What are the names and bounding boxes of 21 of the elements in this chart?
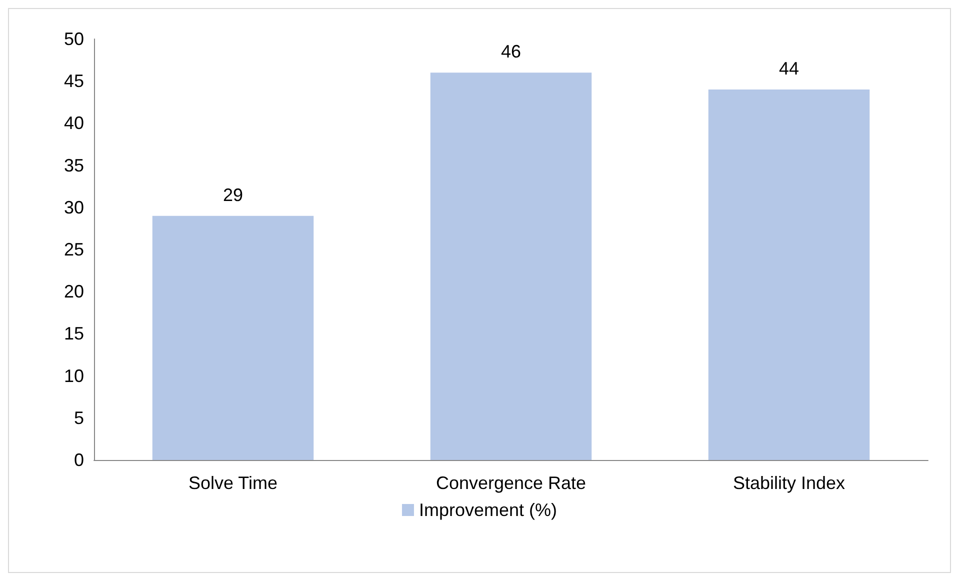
y-tick-label: 15	[64, 324, 84, 344]
y-tick-label: 0	[74, 450, 84, 470]
data-label: 46	[500, 42, 522, 62]
y-tick-label: 20	[64, 282, 84, 302]
data-label: 44	[778, 58, 800, 79]
bar	[708, 90, 870, 460]
y-tick-label: 30	[64, 197, 84, 218]
y-tick-label: 25	[64, 240, 84, 260]
y-tick-label: 35	[64, 155, 84, 176]
x-tick-label: Stability Index	[732, 473, 846, 493]
bar	[152, 216, 314, 460]
x-tick-label: Solve Time	[188, 473, 278, 493]
y-tick-label: 45	[64, 71, 84, 92]
legend-label: Improvement (%)	[418, 500, 558, 520]
y-tick-label: 5	[74, 408, 84, 428]
y-tick-label: 50	[64, 29, 84, 49]
x-tick-label: Convergence Rate	[436, 473, 586, 493]
y-tick-label: 10	[64, 366, 84, 386]
y-tick-label: 40	[64, 113, 84, 134]
data-label: 29	[222, 184, 244, 205]
bar	[430, 72, 592, 460]
